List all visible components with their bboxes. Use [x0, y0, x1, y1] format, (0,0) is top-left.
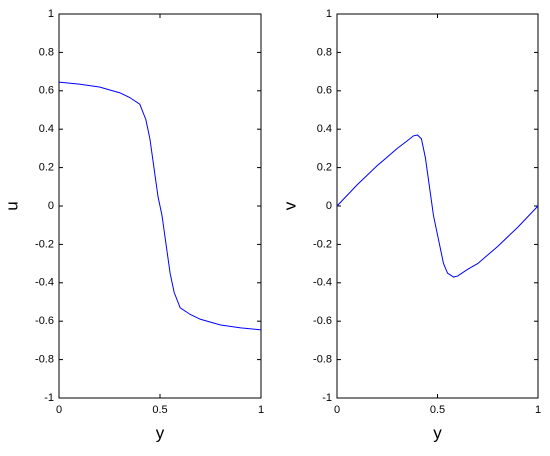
x-tick-label: 0.5: [430, 404, 445, 416]
y-tick-label: 0.4: [317, 123, 332, 135]
y-tick-label: -1: [44, 392, 54, 404]
y-tick-label: -0.2: [313, 238, 332, 250]
y-axis-label: v: [280, 201, 299, 210]
y-tick-label: 0.8: [39, 46, 54, 58]
y-tick-label: 0.6: [39, 85, 54, 97]
x-tick-label: 1: [535, 404, 541, 416]
data-line: [58, 81, 262, 331]
y-tick-label: 1: [48, 8, 54, 20]
y-axis-label: u: [2, 201, 21, 210]
y-tick-label: -0.4: [313, 277, 332, 289]
x-axis-label: y: [156, 423, 165, 442]
data-line: [336, 134, 539, 278]
y-tick-label: 1: [326, 8, 332, 20]
x-tick-label: 1: [258, 404, 264, 416]
y-tick-label: 0: [326, 200, 332, 212]
y-tick-label: -1: [322, 392, 332, 404]
y-tick-label: 0.2: [39, 162, 54, 174]
y-tick-label: 0.2: [317, 162, 332, 174]
y-tick-label: -0.6: [35, 315, 54, 327]
y-tick-label: -0.2: [35, 238, 54, 250]
y-tick-label: -0.8: [35, 354, 54, 366]
y-tick-label: 0.6: [317, 85, 332, 97]
y-tick-label: 0.4: [39, 123, 54, 135]
y-tick-label: -0.6: [313, 315, 332, 327]
y-tick-label: 0.8: [317, 46, 332, 58]
y-tick-label: -0.4: [35, 277, 54, 289]
x-tick-label: 0: [334, 404, 340, 416]
y-tick-label: -0.8: [313, 354, 332, 366]
x-tick-label: 0: [56, 404, 62, 416]
x-axis-label: y: [433, 423, 442, 442]
y-tick-label: 0: [48, 200, 54, 212]
axes-box: [336, 13, 539, 399]
x-tick-label: 0.5: [152, 404, 167, 416]
